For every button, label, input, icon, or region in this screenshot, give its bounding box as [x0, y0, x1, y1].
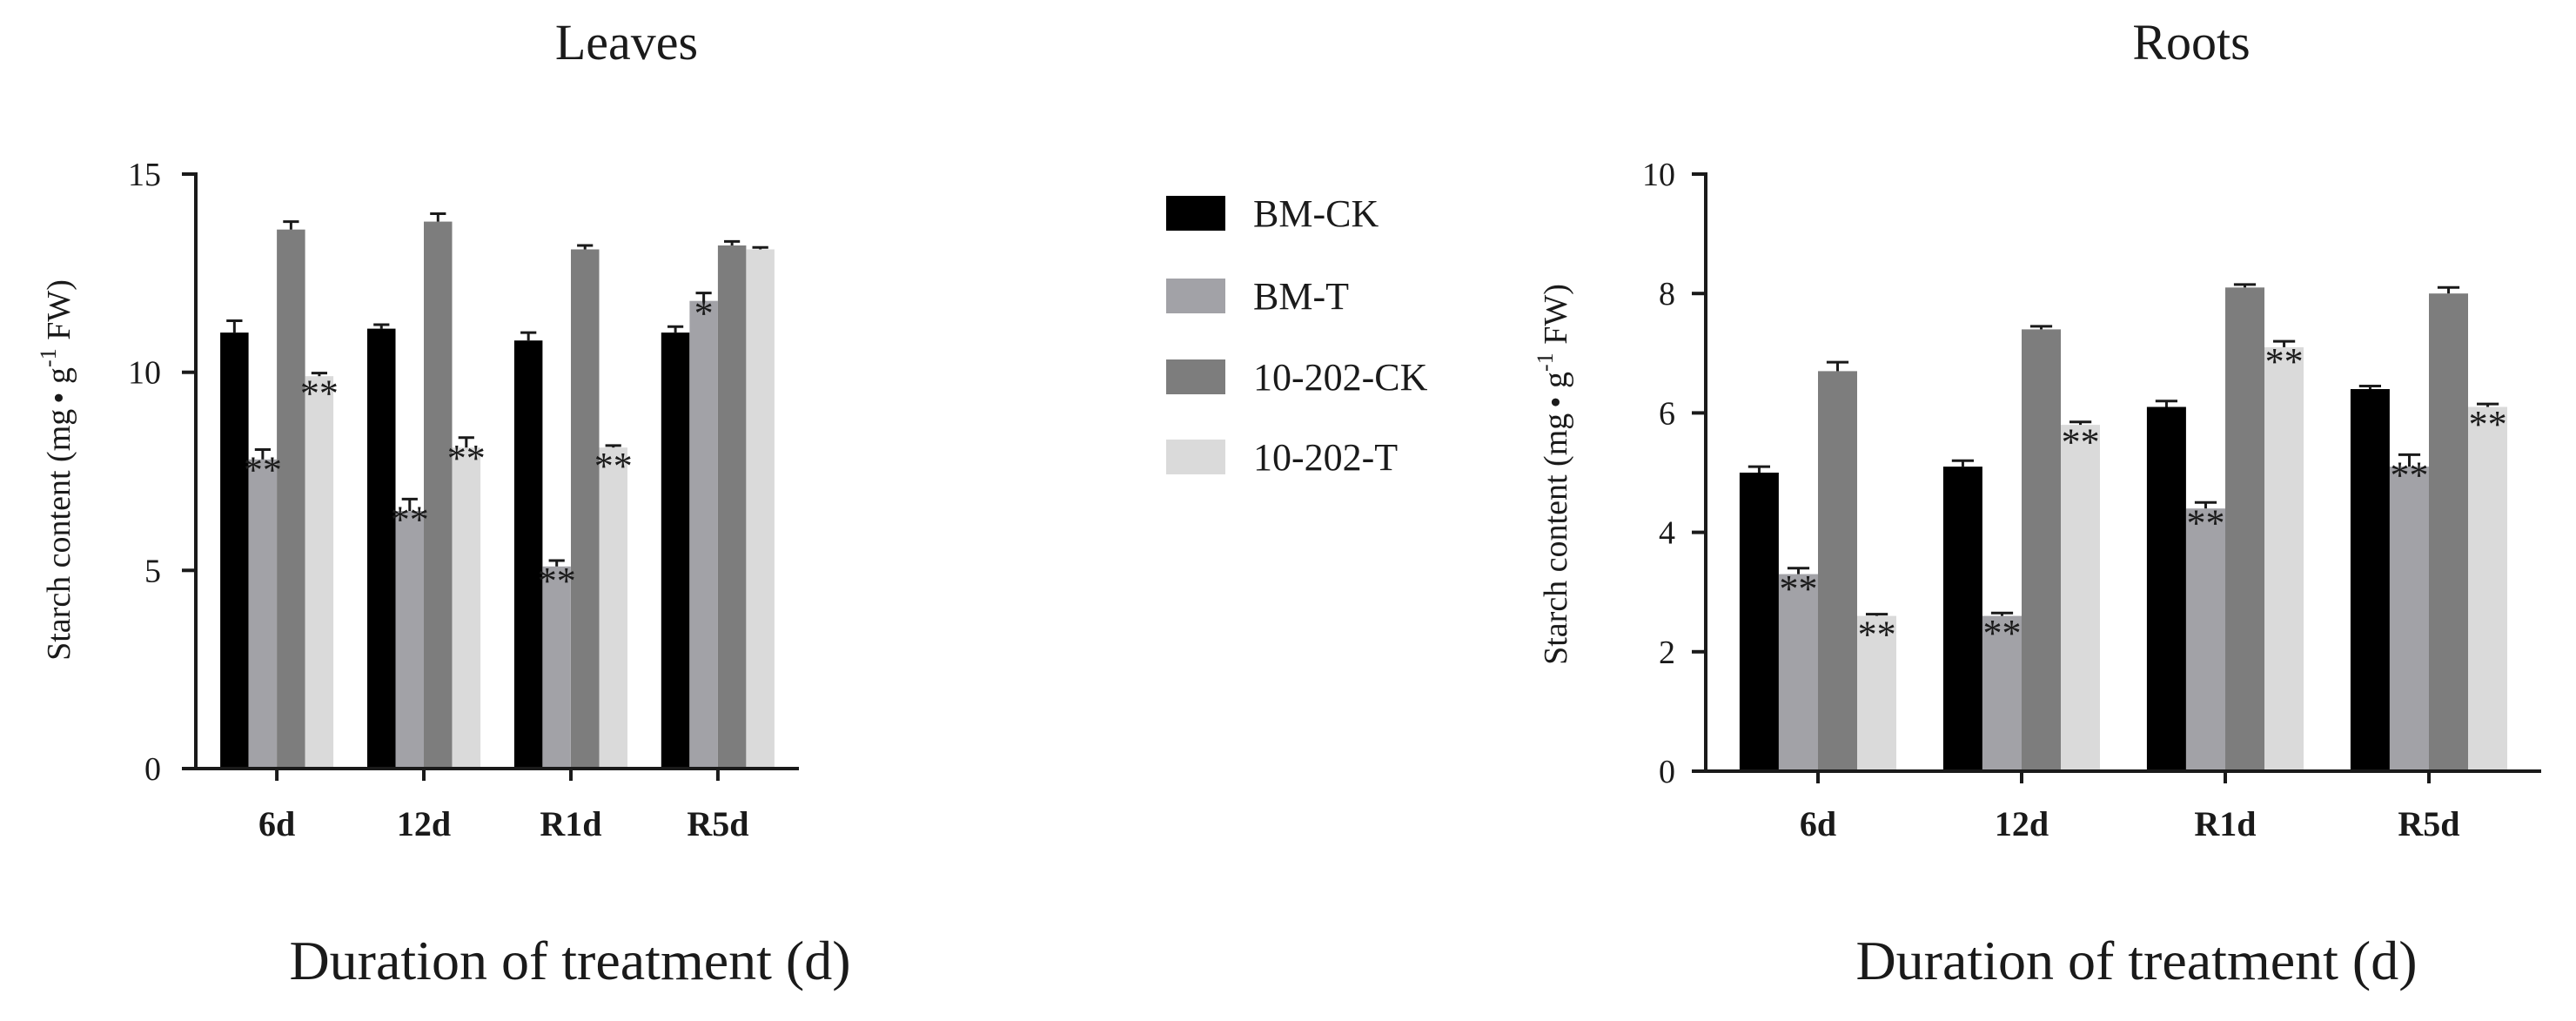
roots-category-label-r5d: R5d: [2398, 804, 2459, 843]
leaves-error-bars: [226, 212, 768, 567]
leaves-bar-10-202-t-12d: [452, 447, 481, 769]
roots-bar-10-202-t-6d: [1857, 615, 1896, 771]
leaves-bar-bm-ck-r1d: [513, 340, 543, 769]
legend-swatch-10-202-t: [1166, 440, 1225, 474]
roots-significance-bm-t-r5d: **: [2391, 453, 2429, 496]
roots-y-axis-label: Starch content (mg• g-1 FW): [1533, 284, 1574, 665]
roots-bar-10-202-ck-12d: [2022, 329, 2061, 771]
leaves-bar-bm-ck-6d: [220, 332, 249, 769]
leaves-chart-title: Leaves: [555, 14, 698, 71]
leaves-bar-10-202-t-6d: [305, 376, 334, 769]
roots-bar-10-202-t-r1d: [2264, 346, 2304, 771]
roots-significance-bm-t-6d: **: [1780, 568, 1818, 610]
roots-significance-bm-t-r1d: **: [2187, 501, 2225, 544]
roots-axes: [1704, 172, 2541, 783]
legend-label-bm-ck: BM-CK: [1253, 192, 1379, 235]
leaves-significance-bm-t-r1d: **: [538, 560, 576, 602]
leaves-significance-bm-t-r5d: *: [694, 292, 714, 335]
roots-bar-10-202-ck-6d: [1818, 371, 1857, 771]
leaves-bar-bm-ck-r5d: [661, 332, 690, 769]
leaves-significance-bm-t-6d: **: [244, 449, 282, 492]
roots-bar-bm-ck-6d: [1739, 473, 1779, 771]
legend-swatch-bm-ck: [1166, 196, 1225, 231]
roots-bar-bm-t-12d: [1982, 615, 2022, 771]
roots-y-tick-label-0: 0: [1659, 754, 1675, 790]
leaves-category-label-r5d: R5d: [687, 804, 748, 843]
roots-significance-10-202-t-12d: **: [2062, 421, 2100, 464]
legend-swatch-10-202-ck: [1166, 359, 1225, 394]
roots-bar-10-202-ck-r5d: [2429, 293, 2468, 771]
leaves-y-tick-label-10: 10: [128, 355, 161, 392]
roots-category-labels: 6d 12d R1d R5d: [1800, 804, 2460, 843]
roots-bar-bm-t-r1d: [2186, 508, 2225, 771]
leaves-y-axis-label: Starch content (mg• g-1 FW): [36, 279, 77, 661]
roots-y-tick-label-6: 6: [1659, 395, 1675, 432]
roots-bars: [1739, 287, 2507, 771]
leaves-bar-10-202-t-r1d: [599, 447, 627, 769]
leaves-y-tick-label-15: 15: [128, 157, 161, 193]
roots-category-label-r1d: R1d: [2194, 804, 2256, 843]
roots-significance-marks: ** ** ** ** ** ** ** **: [1780, 340, 2507, 655]
roots-y-tick-label-8: 8: [1659, 276, 1675, 312]
leaves-bar-bm-t-r1d: [542, 566, 571, 769]
legend-item-bm-t: BM-T: [1166, 275, 1349, 318]
roots-y-tick-label-4: 4: [1659, 515, 1675, 552]
legend-label-10-202-t: 10-202-T: [1253, 436, 1398, 479]
roots-category-label-6d: 6d: [1800, 804, 1836, 843]
leaves-category-label-12d: 12d: [397, 804, 451, 843]
legend: BM-CK BM-T 10-202-CK 10-202-T: [1166, 192, 1428, 479]
leaves-significance-bm-t-12d: **: [391, 498, 429, 541]
roots-significance-10-202-t-6d: **: [1858, 614, 1896, 656]
legend-item-10-202-t: 10-202-T: [1166, 436, 1398, 479]
leaves-category-labels: 6d 12d R1d R5d: [258, 804, 748, 843]
leaves-bar-10-202-ck-12d: [424, 221, 453, 769]
roots-bar-bm-t-r5d: [2390, 467, 2429, 771]
roots-chart-title: Roots: [2132, 14, 2250, 71]
leaves-bar-bm-ck-12d: [367, 328, 396, 769]
leaves-bar-bm-t-r5d: [689, 300, 718, 769]
roots-significance-bm-t-12d: **: [1983, 612, 2022, 655]
roots-y-ticks: 0 2 4 6 8 10: [1642, 157, 1706, 790]
roots-bar-10-202-ck-r1d: [2225, 287, 2264, 771]
leaves-y-tick-label-5: 5: [144, 553, 161, 589]
roots-x-axis-title: Duration of treatment (d): [1855, 930, 2417, 991]
roots-bar-10-202-t-r5d: [2468, 406, 2507, 771]
roots-bar-bm-ck-r5d: [2350, 389, 2390, 771]
leaves-significance-marks: *************: [244, 292, 714, 602]
legend-label-bm-t: BM-T: [1253, 275, 1349, 318]
leaves-significance-10-202-t-6d: **: [300, 373, 339, 415]
leaves-category-label-6d: 6d: [258, 804, 295, 843]
roots-category-label-12d: 12d: [1995, 804, 2049, 843]
leaves-bar-10-202-ck-r1d: [571, 249, 600, 769]
legend-item-10-202-ck: 10-202-CK: [1166, 356, 1428, 399]
roots-bar-bm-ck-12d: [1942, 467, 1982, 771]
leaves-chart: Leaves Starch content (mg• g-1 FW) Durat…: [36, 14, 851, 991]
leaves-bar-bm-t-6d: [248, 459, 278, 769]
leaves-significance-10-202-t-r1d: **: [594, 445, 633, 487]
leaves-category-label-r1d: R1d: [540, 804, 601, 843]
roots-bar-bm-t-6d: [1779, 574, 1818, 771]
legend-label-10-202-ck: 10-202-CK: [1253, 356, 1428, 399]
roots-bar-10-202-t-12d: [2061, 425, 2100, 771]
leaves-bar-10-202-ck-6d: [277, 229, 305, 769]
roots-chart: Roots Starch content (mg• g-1 FW) Durati…: [1533, 14, 2541, 991]
roots-significance-10-202-t-r1d: **: [2265, 340, 2304, 383]
leaves-x-axis-title: Duration of treatment (d): [289, 930, 850, 991]
leaves-significance-10-202-t-12d: **: [447, 437, 486, 480]
leaves-bar-10-202-ck-r5d: [717, 245, 747, 769]
legend-swatch-bm-t: [1166, 279, 1225, 313]
leaves-bars: [220, 221, 775, 769]
leaves-y-ticks: 0 5 10 15: [128, 157, 196, 788]
leaves-y-tick-label-0: 0: [144, 751, 161, 788]
roots-error-bars: [1748, 283, 2499, 616]
legend-item-bm-ck: BM-CK: [1166, 192, 1379, 235]
roots-significance-10-202-t-r5d: **: [2469, 403, 2507, 446]
roots-y-tick-label-2: 2: [1659, 635, 1675, 671]
leaves-bar-bm-t-12d: [395, 511, 424, 769]
leaves-axes: [194, 172, 799, 781]
leaves-bar-10-202-t-r5d: [746, 249, 775, 769]
roots-bar-bm-ck-r1d: [2146, 406, 2186, 771]
roots-y-tick-label-10: 10: [1642, 157, 1675, 193]
